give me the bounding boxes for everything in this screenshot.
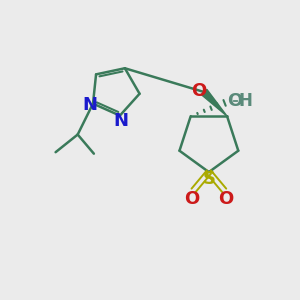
Text: O: O — [227, 92, 242, 110]
Text: O: O — [184, 190, 200, 208]
Text: H: H — [239, 92, 253, 110]
Text: N: N — [82, 96, 97, 114]
Text: S: S — [202, 169, 215, 188]
Text: O: O — [191, 82, 206, 100]
Polygon shape — [201, 89, 227, 116]
Text: N: N — [114, 112, 129, 130]
Text: O: O — [218, 190, 233, 208]
